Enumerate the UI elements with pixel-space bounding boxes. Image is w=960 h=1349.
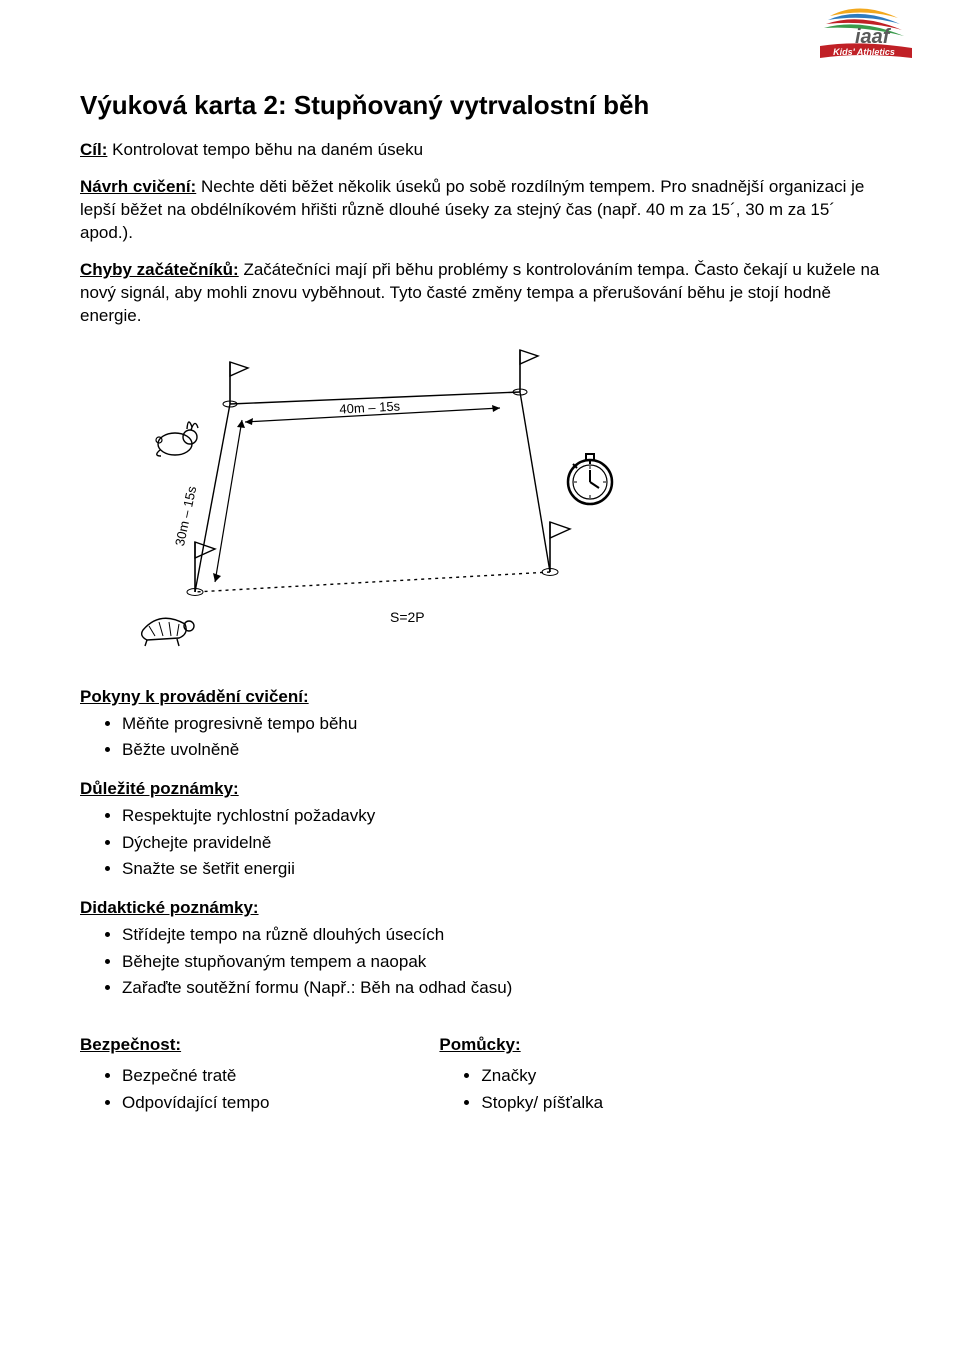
chyby-label: Chyby začátečníků: (80, 260, 239, 279)
list-item: Běhejte stupňovaným tempem a naopak (122, 949, 880, 975)
list-item: Dýchejte pravidelně (122, 830, 880, 856)
iaaf-logo: iaaf Kids' Athletics (780, 6, 920, 66)
rabbit-icon (156, 422, 198, 456)
pokyny-list: Měňte progresivně tempo běhu Běžte uvoln… (102, 711, 880, 764)
list-item: Značky (481, 1063, 603, 1089)
cil-label: Cíl: (80, 140, 107, 159)
flag-icon (187, 542, 215, 596)
bezpecnost-col: Bezpečnost: Bezpečné tratě Odpovídající … (80, 1035, 269, 1132)
page: iaaf Kids' Athletics Výuková karta 2: St… (0, 0, 960, 1172)
bottom-columns: Bezpečnost: Bezpečné tratě Odpovídající … (80, 1035, 880, 1132)
pomucky-list: Značky Stopky/ píšťalka (461, 1063, 603, 1116)
label-30m: 30m – 15s (172, 484, 199, 547)
cil-paragraph: Cíl: Kontrolovat tempo běhu na daném úse… (80, 139, 880, 162)
list-item: Stopky/ píšťalka (481, 1090, 603, 1116)
list-item: Běžte uvolněně (122, 737, 880, 763)
logo-svg: iaaf Kids' Athletics (780, 6, 920, 66)
list-item: Zařaďte soutěžní formu (Např.: Běh na od… (122, 975, 880, 1001)
list-item: Respektujte rychlostní požadavky (122, 803, 880, 829)
flag-icon (513, 350, 538, 395)
chyby-paragraph: Chyby začátečníků: Začátečníci mají při … (80, 259, 880, 328)
list-item: Střídejte tempo na různě dlouhých úsecíc… (122, 922, 880, 948)
flag-icon (223, 362, 248, 407)
stopwatch-icon (568, 454, 612, 504)
didakticke-list: Střídejte tempo na různě dlouhých úsecíc… (102, 922, 880, 1001)
list-item: Snažte se šetřit energii (122, 856, 880, 882)
label-40m: 40m – 15s (339, 398, 401, 416)
navrh-paragraph: Návrh cvičení: Nechte děti běžet několik… (80, 176, 880, 245)
cil-text: Kontrolovat tempo běhu na daném úseku (107, 140, 423, 159)
pomucky-head: Pomůcky: (439, 1035, 603, 1055)
navrh-label: Návrh cvičení: (80, 177, 196, 196)
dulezite-head: Důležité poznámky: (80, 779, 880, 799)
list-item: Měňte progresivně tempo běhu (122, 711, 880, 737)
list-item: Odpovídající tempo (122, 1090, 269, 1116)
list-item: Bezpečné tratě (122, 1063, 269, 1089)
label-equal: S=2P (390, 609, 425, 625)
logo-subtext: Kids' Athletics (833, 47, 895, 57)
exercise-diagram: 40m – 15s 30m – 15s S=2P (110, 342, 880, 667)
pomucky-col: Pomůcky: Značky Stopky/ píšťalka (439, 1035, 603, 1132)
diagram-svg: 40m – 15s 30m – 15s S=2P (110, 342, 630, 662)
page-title: Výuková karta 2: Stupňovaný vytrvalostní… (80, 90, 880, 121)
bezpecnost-list: Bezpečné tratě Odpovídající tempo (102, 1063, 269, 1116)
didakticke-head: Didaktické poznámky: (80, 898, 880, 918)
turtle-icon (142, 618, 194, 646)
navrh-text: Nechte děti běžet několik úseků po sobě … (80, 177, 864, 242)
dulezite-list: Respektujte rychlostní požadavky Dýchejt… (102, 803, 880, 882)
bezpecnost-head: Bezpečnost: (80, 1035, 269, 1055)
pokyny-head: Pokyny k provádění cvičení: (80, 687, 880, 707)
